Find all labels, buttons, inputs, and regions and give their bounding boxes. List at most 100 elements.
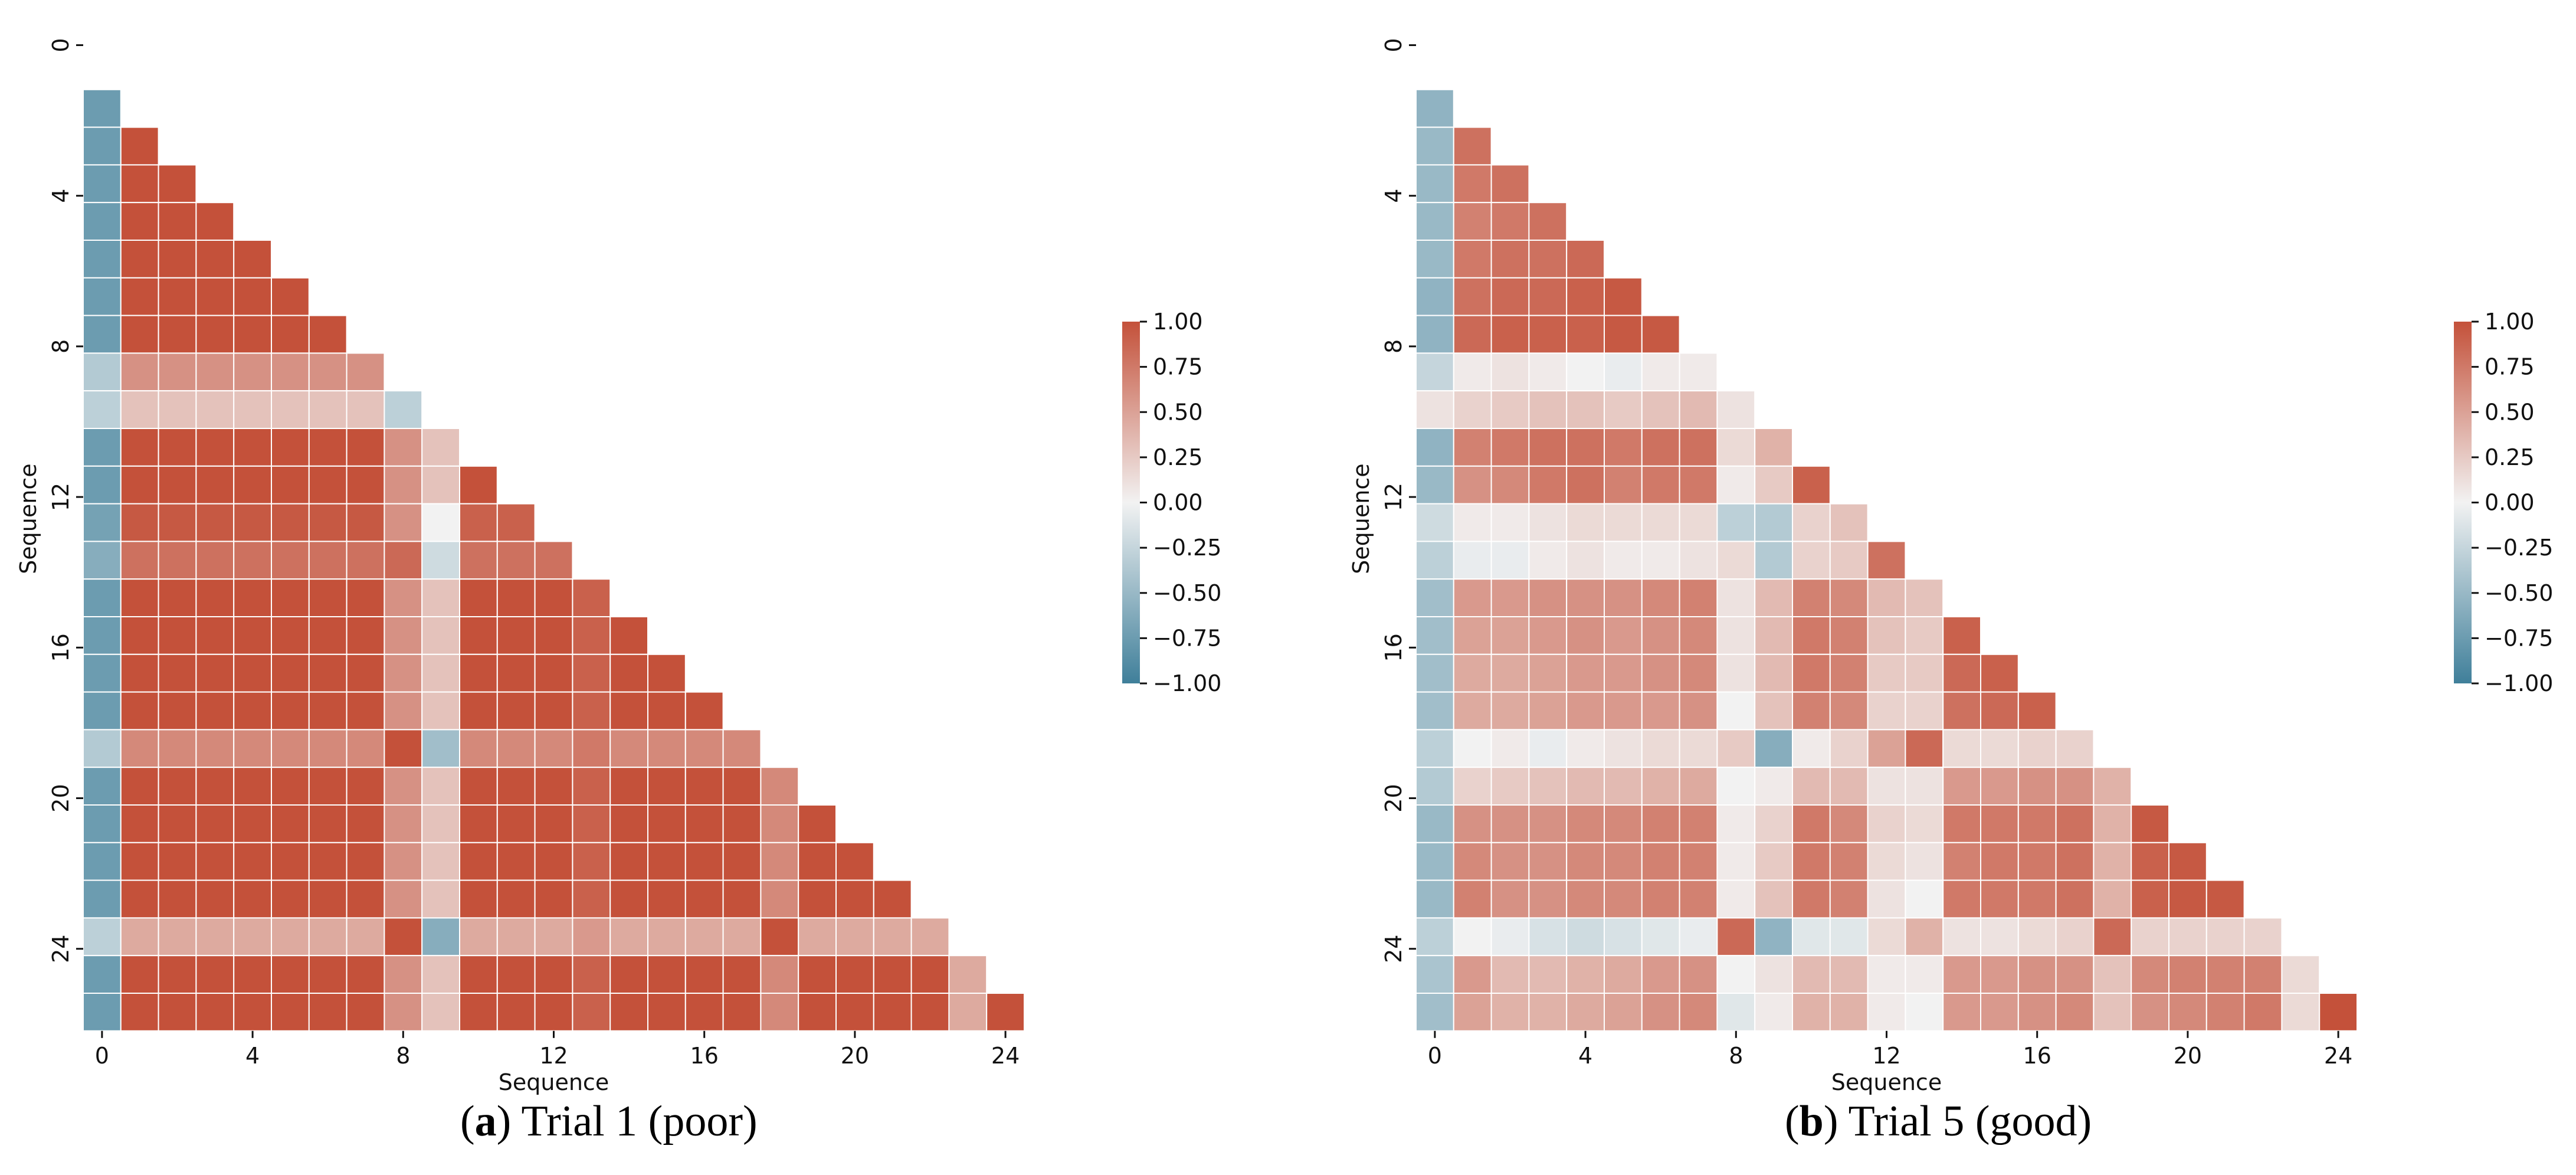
cell-r18-c1 bbox=[1453, 729, 1492, 768]
cell-r19-c10 bbox=[459, 767, 498, 806]
cell-r18-c7 bbox=[1679, 729, 1718, 768]
cell-r25-c11 bbox=[496, 993, 536, 1032]
cell-r12-c0 bbox=[83, 503, 122, 542]
cell-r23-c2 bbox=[1490, 917, 1530, 957]
cell-r20-c5 bbox=[1604, 804, 1643, 843]
cell-r17-c16 bbox=[684, 691, 724, 731]
cell-r14-c5 bbox=[271, 578, 310, 618]
cell-r22-c16 bbox=[684, 879, 724, 919]
cell-r14-c8 bbox=[384, 578, 423, 618]
cell-r25-c12 bbox=[1867, 993, 1906, 1032]
cell-r22-c5 bbox=[1604, 879, 1643, 919]
cell-r12-c10 bbox=[1792, 503, 1831, 542]
cell-r24-c14 bbox=[609, 955, 648, 994]
colorbar-gradient bbox=[1122, 322, 1140, 683]
cell-r11-c9 bbox=[1754, 465, 1793, 505]
cell-r11-c2 bbox=[1490, 465, 1530, 505]
x-axis-label: Sequence bbox=[1831, 1069, 1942, 1095]
cell-r23-c9 bbox=[421, 917, 461, 957]
cell-r21-c5 bbox=[1604, 842, 1643, 881]
cell-r18-c16 bbox=[2017, 729, 2057, 768]
cell-r21-c4 bbox=[1566, 842, 1605, 881]
cell-r23-c7 bbox=[1679, 917, 1718, 957]
cell-r17-c6 bbox=[1641, 691, 1680, 731]
cell-r12-c0 bbox=[1415, 503, 1454, 542]
colorbar-tick-label: 0.75 bbox=[2485, 354, 2535, 380]
cell-r17-c7 bbox=[1679, 691, 1718, 731]
cell-r13-c5 bbox=[271, 541, 310, 580]
cell-r10-c6 bbox=[308, 428, 348, 467]
cell-r15-c4 bbox=[233, 616, 273, 655]
cell-r18-c8 bbox=[384, 729, 423, 768]
cell-r24-c4 bbox=[233, 955, 273, 994]
cell-r13-c0 bbox=[1415, 541, 1454, 580]
cell-r19-c11 bbox=[1829, 767, 1869, 806]
y-tick-label: 0 bbox=[48, 38, 74, 52]
cell-r18-c6 bbox=[1641, 729, 1680, 768]
cell-r17-c10 bbox=[459, 691, 498, 731]
cell-r21-c15 bbox=[1980, 842, 2019, 881]
cell-r16-c9 bbox=[1754, 653, 1793, 693]
cell-r16-c7 bbox=[1679, 653, 1718, 693]
cell-r13-c5 bbox=[1604, 541, 1643, 580]
cell-r15-c11 bbox=[1829, 616, 1869, 655]
cell-r5-c3 bbox=[1528, 240, 1568, 279]
cell-r16-c12 bbox=[534, 653, 573, 693]
cell-r23-c18 bbox=[760, 917, 799, 957]
cell-r24-c9 bbox=[1754, 955, 1793, 994]
cell-r21-c17 bbox=[722, 842, 762, 881]
cell-r23-c6 bbox=[308, 917, 348, 957]
cell-r20-c16 bbox=[2017, 804, 2057, 843]
cell-r21-c0 bbox=[83, 842, 122, 881]
cell-r18-c12 bbox=[1867, 729, 1906, 768]
cell-r21-c0 bbox=[1415, 842, 1454, 881]
cell-r23-c20 bbox=[2168, 917, 2207, 957]
y-tick-label: 8 bbox=[48, 339, 74, 354]
cell-r25-c3 bbox=[195, 993, 235, 1032]
cell-r7-c4 bbox=[1566, 315, 1605, 354]
cell-r12-c11 bbox=[1829, 503, 1869, 542]
cell-r10-c5 bbox=[1604, 428, 1643, 467]
cell-r12-c6 bbox=[1641, 503, 1680, 542]
cell-r11-c4 bbox=[1566, 465, 1605, 505]
cell-r8-c1 bbox=[1453, 352, 1492, 392]
cell-r24-c19 bbox=[2131, 955, 2169, 994]
cell-r18-c6 bbox=[308, 729, 348, 768]
cell-r19-c8 bbox=[1716, 767, 1756, 806]
cell-r16-c8 bbox=[1716, 653, 1756, 693]
cell-r20-c10 bbox=[1792, 804, 1831, 843]
cell-r5-c1 bbox=[1453, 240, 1492, 279]
cell-r24-c11 bbox=[1829, 955, 1869, 994]
cell-r11-c6 bbox=[308, 465, 348, 505]
cell-r10-c2 bbox=[158, 428, 197, 467]
cell-r3-c1 bbox=[1453, 164, 1492, 204]
cell-r22-c9 bbox=[1754, 879, 1793, 919]
cell-r23-c11 bbox=[496, 917, 536, 957]
cell-r22-c2 bbox=[158, 879, 197, 919]
cell-r17-c3 bbox=[1528, 691, 1568, 731]
cell-r13-c8 bbox=[1716, 541, 1756, 580]
cell-r14-c13 bbox=[572, 578, 611, 618]
cell-r15-c10 bbox=[1792, 616, 1831, 655]
cell-r16-c2 bbox=[158, 653, 197, 693]
cell-r9-c2 bbox=[158, 390, 197, 430]
cell-r23-c22 bbox=[910, 917, 950, 957]
cell-r6-c1 bbox=[1453, 277, 1492, 316]
cell-r7-c2 bbox=[1490, 315, 1530, 354]
cell-r24-c20 bbox=[835, 955, 874, 994]
cell-r19-c1 bbox=[120, 767, 159, 806]
cell-r22-c2 bbox=[1490, 879, 1530, 919]
cell-r20-c9 bbox=[421, 804, 461, 843]
cell-r7-c2 bbox=[158, 315, 197, 354]
cell-r5-c0 bbox=[1415, 240, 1454, 279]
cell-r13-c8 bbox=[384, 541, 423, 580]
cell-r13-c7 bbox=[346, 541, 385, 580]
caption-a-text: Trial 1 (poor) bbox=[521, 1097, 758, 1145]
cell-r3-c1 bbox=[120, 164, 159, 204]
cell-r20-c14 bbox=[609, 804, 648, 843]
cell-r9-c5 bbox=[1604, 390, 1643, 430]
cell-r24-c21 bbox=[2205, 955, 2245, 994]
cell-r15-c13 bbox=[572, 616, 611, 655]
cell-r21-c2 bbox=[1490, 842, 1530, 881]
x-tick-label: 8 bbox=[396, 1043, 410, 1069]
